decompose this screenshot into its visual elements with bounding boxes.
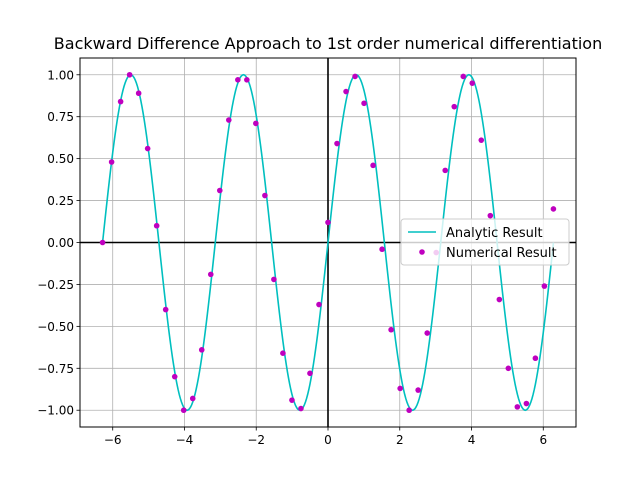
numerical-point xyxy=(153,222,160,229)
numerical-point xyxy=(487,212,494,219)
numerical-point xyxy=(523,400,530,407)
numerical-point xyxy=(496,296,503,303)
numerical-point xyxy=(244,77,250,83)
numerical-point xyxy=(343,88,349,95)
numerical-point xyxy=(108,159,115,165)
x-tick-label: 0 xyxy=(324,433,332,447)
numerical-point xyxy=(352,73,358,80)
legend-label-analytic: Analytic Result xyxy=(446,226,543,241)
x-tick-label: 4 xyxy=(468,433,476,447)
numerical-point xyxy=(280,350,286,357)
y-tick-label: −1.00 xyxy=(37,404,74,418)
chart-title: Backward Difference Approach to 1st orde… xyxy=(54,34,602,53)
numerical-point xyxy=(370,162,376,169)
y-tick-label: −0.75 xyxy=(37,362,74,376)
numerical-point xyxy=(415,387,421,393)
y-tick-label: 0.50 xyxy=(47,152,74,166)
numerical-point xyxy=(397,385,403,392)
numerical-point xyxy=(216,187,223,194)
numerical-point xyxy=(271,276,277,283)
y-tick-label: 1.00 xyxy=(47,68,74,82)
numerical-point xyxy=(460,73,467,80)
x-tick-label: −6 xyxy=(104,433,122,447)
legend-box xyxy=(400,218,570,266)
numerical-point xyxy=(451,103,458,110)
numerical-point xyxy=(379,246,385,253)
y-tick-label: −0.50 xyxy=(37,320,74,334)
numerical-point xyxy=(298,405,304,412)
numerical-point xyxy=(442,167,449,174)
numerical-point xyxy=(541,283,548,289)
numerical-point xyxy=(316,301,322,308)
numerical-point xyxy=(505,365,512,372)
legend-marker-swatch xyxy=(419,249,425,255)
numerical-point xyxy=(388,326,394,333)
numerical-point xyxy=(289,397,295,403)
y-tick-label: 0.75 xyxy=(47,110,74,124)
numerical-point xyxy=(361,100,367,107)
y-tick-label: −0.25 xyxy=(37,278,74,292)
numerical-point xyxy=(99,239,106,246)
numerical-point xyxy=(189,395,196,402)
numerical-point xyxy=(307,370,313,377)
numerical-point xyxy=(406,407,412,414)
numerical-point xyxy=(469,80,476,86)
data-layer xyxy=(99,71,557,414)
numerical-point xyxy=(235,77,241,83)
y-axis: −1.00 −0.75 −0.50 −0.25 0.00 0.25 0.50 0.75 1.00 xyxy=(37,68,80,418)
x-tick-label: 6 xyxy=(539,433,547,447)
x-tick-label: −2 xyxy=(247,433,265,447)
x-tick-label: 2 xyxy=(396,433,404,447)
numerical-point xyxy=(253,120,259,127)
numerical-point xyxy=(144,145,151,152)
numerical-point xyxy=(334,140,340,147)
numerical-point xyxy=(225,117,232,123)
legend: Analytic Result Numerical Result xyxy=(400,218,570,266)
y-tick-label: 0.25 xyxy=(47,194,74,208)
x-axis: −6 −4 −2 0 2 4 6 xyxy=(104,427,547,447)
numerical-point xyxy=(424,330,431,336)
numerical-point xyxy=(514,404,521,410)
numerical-point xyxy=(180,407,187,414)
series-line-analytic xyxy=(101,73,555,412)
numerical-point xyxy=(325,219,331,226)
numerical-point xyxy=(207,271,214,278)
numerical-point xyxy=(550,206,557,212)
legend-label-numerical: Numerical Result xyxy=(446,246,557,261)
numerical-point xyxy=(171,373,178,380)
x-tick-label: −4 xyxy=(176,433,194,447)
numerical-point xyxy=(532,355,539,362)
numerical-point xyxy=(478,137,485,143)
numerical-point xyxy=(162,306,169,313)
numerical-point xyxy=(135,90,142,97)
numerical-point xyxy=(198,347,205,353)
y-tick-label: 0.00 xyxy=(47,236,74,250)
numerical-point xyxy=(117,98,124,105)
numerical-point xyxy=(126,71,133,78)
numerical-point xyxy=(262,192,268,199)
